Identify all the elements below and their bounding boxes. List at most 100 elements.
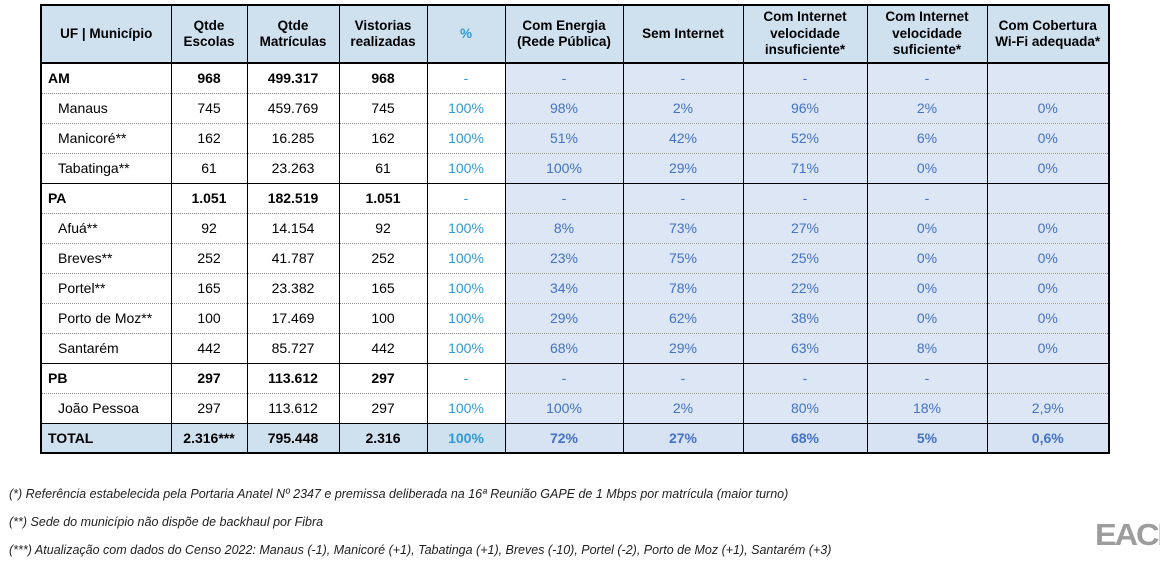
cell-pa-col9 [987, 182, 1109, 213]
cell-afu-col3: 92 [339, 212, 428, 243]
school-inspection-table-wrap: UF | Município Qtde Escolas Qtde Matrícula… [40, 4, 1110, 454]
cell-porto-de-moz-col7: 38% [743, 302, 868, 333]
cell-afu-col4: 100% [427, 212, 506, 243]
cell-tabatinga-col9: 0% [987, 152, 1109, 183]
table-row-jo-o-pessoa: João Pessoa 297 113.612 297 100% 100% 2% 80% 18%… [41, 392, 1109, 423]
cell-breves-col7: 25% [743, 242, 868, 273]
cell-manaus-col0: Manaus [41, 92, 172, 123]
cell-pb-col6: - [623, 362, 744, 393]
table-row-santar-m: Santarém 442 85.727 442 100% 68% 29% 63% 8% 0% [41, 332, 1109, 363]
table-header-row: UF | Município Qtde Escolas Qtde Matrícula… [41, 5, 1109, 64]
cell-santar-m-col0: Santarém [41, 332, 172, 363]
cell-porto-de-moz-col8: 0% [867, 302, 988, 333]
cell-am-col6: - [623, 63, 744, 93]
cell-tabatinga-col0: Tabatinga** [41, 152, 172, 183]
table-row-pa: PA 1.051 182.519 1.051- - - - - [41, 182, 1109, 213]
cell-pb-col1: 297 [171, 362, 248, 393]
cell-pa-col5: - [505, 182, 624, 213]
cell-jo-o-pessoa-col2: 113.612 [247, 392, 340, 423]
cell-pb-col8: - [867, 362, 988, 393]
cell-pb-col2: 113.612 [247, 362, 340, 393]
cell-breves-col9: 0% [987, 242, 1109, 273]
cell-afu-col0: Afuá** [41, 212, 172, 243]
school-inspection-table: UF | Município Qtde Escolas Qtde Matrícula… [40, 4, 1110, 454]
column-header-9: Com Cobertura Wi-Fi adequada* [987, 5, 1109, 64]
cell-tabatinga-col4: 100% [427, 152, 506, 183]
cell-santar-m-col9: 0% [987, 332, 1109, 363]
cell-tabatinga-col5: 100% [505, 152, 624, 183]
cell-jo-o-pessoa-col0: João Pessoa [41, 392, 172, 423]
cell-tabatinga-col2: 23.263 [247, 152, 340, 183]
cell-total-col5: 72% [505, 422, 624, 453]
cell-porto-de-moz-col3: 100 [339, 302, 428, 333]
cell-jo-o-pessoa-col7: 80% [743, 392, 868, 423]
cell-tabatinga-col1: 61 [171, 152, 248, 183]
cell-total-col0: TOTAL [41, 422, 172, 453]
cell-breves-col0: Breves** [41, 242, 172, 273]
column-header-0: UF | Município [41, 5, 172, 64]
cell-portel-col6: 78% [623, 272, 744, 303]
cell-am-col2: 499.317 [247, 63, 340, 93]
cell-jo-o-pessoa-col9: 2,9% [987, 392, 1109, 423]
cell-manaus-col7: 96% [743, 92, 868, 123]
footnote-backhaul-fibra: (**) Sede do município não dispõe de bac… [9, 515, 324, 529]
cell-portel-col4: 100% [427, 272, 506, 303]
cell-santar-m-col7: 63% [743, 332, 868, 363]
cell-portel-col2: 23.382 [247, 272, 340, 303]
column-header-1: Qtde Escolas [171, 5, 248, 64]
cell-manicor-col6: 42% [623, 122, 744, 153]
cell-porto-de-moz-col5: 29% [505, 302, 624, 333]
cell-porto-de-moz-col4: 100% [427, 302, 506, 333]
cell-afu-col8: 0% [867, 212, 988, 243]
cell-manaus-col1: 745 [171, 92, 248, 123]
cell-manicor-col0: Manicoré** [41, 122, 172, 153]
cell-breves-col6: 75% [623, 242, 744, 273]
column-header-7: Com Internet velocidade insuficiente* [743, 5, 868, 64]
cell-am-col5: - [505, 63, 624, 93]
cell-total-col2: 795.448 [247, 422, 340, 453]
cell-tabatinga-col3: 61 [339, 152, 428, 183]
cell-total-col7: 68% [743, 422, 868, 453]
cell-porto-de-moz-col0: Porto de Moz** [41, 302, 172, 333]
cell-pa-col7: - [743, 182, 868, 213]
cell-total-col1: 2.316*** [171, 422, 248, 453]
cell-manicor-col1: 162 [171, 122, 248, 153]
cell-pa-col0: PA [41, 182, 172, 213]
footnote-anatel-reference: (*) Referência estabelecida pela Portari… [9, 487, 789, 501]
cell-pb-col4: - [427, 362, 506, 393]
cell-breves-col2: 41.787 [247, 242, 340, 273]
cell-afu-col2: 14.154 [247, 212, 340, 243]
column-header-8: Com Internet velocidade suficiente* [867, 5, 988, 64]
cell-santar-m-col6: 29% [623, 332, 744, 363]
cell-breves-col4: 100% [427, 242, 506, 273]
column-header-4: % [427, 5, 506, 64]
cell-pa-col1: 1.051 [171, 182, 248, 213]
cell-porto-de-moz-col2: 17.469 [247, 302, 340, 333]
table-row-total: TOTAL 2.316*** 795.448 2.316 100% 72% 27% 68% 5%… [41, 422, 1109, 453]
cell-tabatinga-col6: 29% [623, 152, 744, 183]
cell-pa-col3: 1.051 [339, 182, 428, 213]
cell-breves-col8: 0% [867, 242, 988, 273]
cell-jo-o-pessoa-col6: 2% [623, 392, 744, 423]
cell-jo-o-pessoa-col3: 297 [339, 392, 428, 423]
cell-manicor-col3: 162 [339, 122, 428, 153]
cell-pb-col0: PB [41, 362, 172, 393]
cell-manaus-col5: 98% [505, 92, 624, 123]
cell-jo-o-pessoa-col5: 100% [505, 392, 624, 423]
column-header-6: Sem Internet [623, 5, 744, 64]
table-row-portel: Portel** 165 23.382 165 100% 34% 78% 22% 0% 0% [41, 272, 1109, 303]
cell-afu-col7: 27% [743, 212, 868, 243]
cell-portel-col9: 0% [987, 272, 1109, 303]
cell-breves-col1: 252 [171, 242, 248, 273]
cell-jo-o-pessoa-col4: 100% [427, 392, 506, 423]
cell-porto-de-moz-col6: 62% [623, 302, 744, 333]
cell-porto-de-moz-col9: 0% [987, 302, 1109, 333]
cell-afu-col5: 8% [505, 212, 624, 243]
cell-afu-col1: 92 [171, 212, 248, 243]
table-row-manaus: Manaus 745 459.769 745 100% 98% 2% 96% 2% 0% [41, 92, 1109, 123]
cell-manaus-col4: 100% [427, 92, 506, 123]
table-row-pb: PB 297 113.612 297- - - - - [41, 362, 1109, 393]
cell-afu-col6: 73% [623, 212, 744, 243]
cell-am-col7: - [743, 63, 868, 93]
cell-portel-col3: 165 [339, 272, 428, 303]
